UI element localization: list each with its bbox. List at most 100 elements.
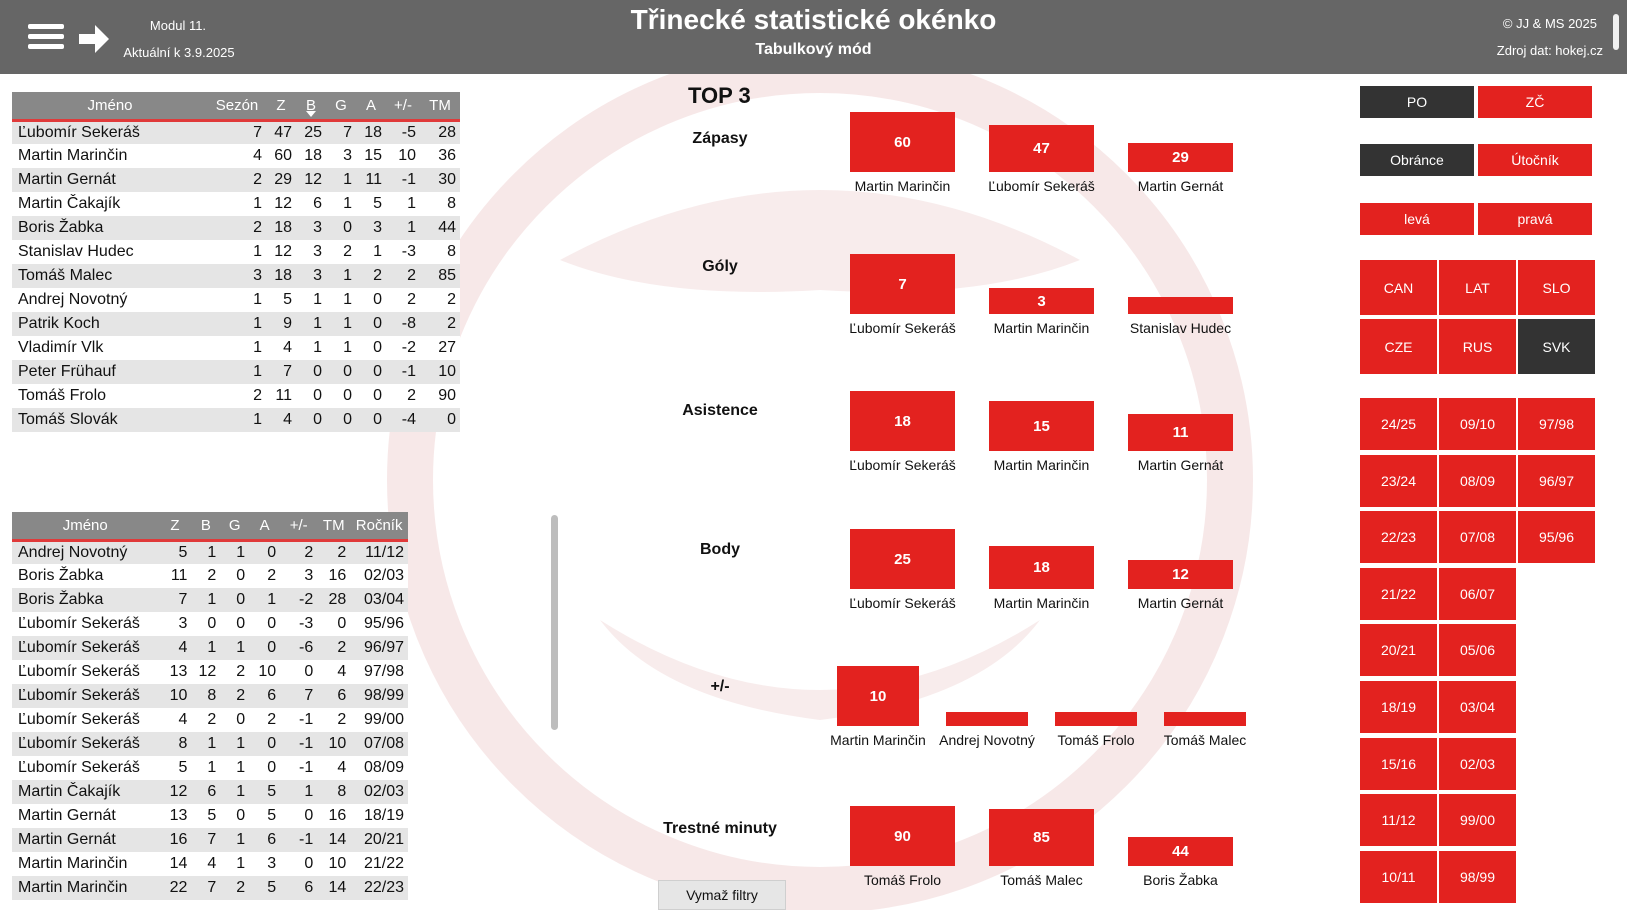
table-row[interactable]: Ľubomír Sekeráš 5 1 1 0 -1 4 08/09: [12, 756, 408, 780]
table-row[interactable]: Ľubomír Sekeráš 7 47 25 7 18 -5 28: [12, 120, 460, 144]
table-row[interactable]: Ľubomír Sekeráš 3 0 0 0 -3 0 95/96: [12, 612, 408, 636]
table-row[interactable]: Martin Čakajík 12 6 1 5 1 8 02/03: [12, 780, 408, 804]
filter-side-button[interactable]: levá: [1360, 203, 1474, 235]
filter-season-button[interactable]: 08/09: [1439, 454, 1516, 507]
table-row[interactable]: Martin Marinčin 22 7 2 5 6 14 22/23: [12, 876, 408, 900]
col-header-games[interactable]: Z: [158, 512, 192, 542]
filter-season-button[interactable]: 09/10: [1439, 398, 1516, 450]
table-row[interactable]: Boris Žabka 2 18 3 0 3 1 44: [12, 216, 460, 240]
filter-nation-button[interactable]: RUS: [1439, 319, 1516, 374]
filter-season-button[interactable]: 15/16: [1360, 737, 1437, 790]
top3-bar[interactable]: [946, 712, 1028, 726]
arrow-right-icon[interactable]: [77, 22, 111, 56]
filter-season-button[interactable]: 10/11: [1360, 850, 1437, 903]
table-row[interactable]: Tomáš Malec 3 18 3 1 2 2 85: [12, 264, 460, 288]
col-header-pim[interactable]: TM: [420, 92, 460, 122]
table-row[interactable]: Ľubomír Sekeráš 4 2 0 2 -1 2 99/00: [12, 708, 408, 732]
filter-season-button[interactable]: 06/07: [1439, 567, 1516, 620]
table-row[interactable]: Ľubomír Sekeráš 10 8 2 6 7 6 98/99: [12, 684, 408, 708]
season-table-scrollbar[interactable]: [551, 515, 558, 730]
col-header-assists[interactable]: A: [356, 92, 386, 122]
table-row[interactable]: Martin Marinčin 4 60 18 3 15 10 36: [12, 144, 460, 168]
filter-position-button[interactable]: Útočník: [1478, 144, 1592, 176]
table-row[interactable]: Stanislav Hudec 1 12 3 2 1 -3 8: [12, 240, 460, 264]
filter-season-button[interactable]: 22/23: [1360, 511, 1437, 564]
filter-league-button[interactable]: ZČ: [1478, 86, 1592, 118]
col-header-name[interactable]: Jméno: [12, 92, 208, 122]
col-header-assists[interactable]: A: [249, 512, 281, 542]
top3-bar[interactable]: 25: [850, 529, 955, 589]
filter-season-button[interactable]: 24/25: [1360, 398, 1437, 450]
top3-bar[interactable]: 29: [1128, 143, 1233, 172]
filter-season-button[interactable]: 21/22: [1360, 567, 1437, 620]
top3-bar[interactable]: [1128, 297, 1233, 314]
filter-side-button[interactable]: pravá: [1478, 203, 1592, 235]
top3-bar[interactable]: 10: [837, 666, 919, 726]
table-row[interactable]: Martin Gernát 2 29 12 1 11 -1 30: [12, 168, 460, 192]
filter-position-button[interactable]: Obránce: [1360, 144, 1474, 176]
filter-season-button[interactable]: 11/12: [1360, 794, 1437, 847]
top3-bar[interactable]: 3: [989, 288, 1094, 314]
filter-season-button[interactable]: 02/03: [1439, 737, 1516, 790]
top3-bar[interactable]: 7: [850, 254, 955, 314]
col-header-goals[interactable]: G: [326, 92, 356, 122]
col-header-season[interactable]: Ročník: [350, 512, 408, 542]
col-header-plusminus[interactable]: +/-: [386, 92, 420, 122]
table-row[interactable]: Andrej Novotný 5 1 1 0 2 2 11/12: [12, 540, 408, 564]
table-row[interactable]: Vladimír Vlk 1 4 1 1 0 -2 27: [12, 336, 460, 360]
table-row[interactable]: Martin Gernát 16 7 1 6 -1 14 20/21: [12, 828, 408, 852]
col-header-name[interactable]: Jméno: [12, 512, 159, 542]
filter-nation-button[interactable]: CAN: [1360, 260, 1437, 315]
table-row[interactable]: Martin Marinčin 14 4 1 3 0 10 21/22: [12, 852, 408, 876]
top3-bar[interactable]: 60: [850, 112, 955, 172]
filter-season-button[interactable]: 95/96: [1518, 511, 1595, 564]
table-row[interactable]: Ľubomír Sekeráš 13 12 2 10 0 4 97/98: [12, 660, 408, 684]
top3-bar[interactable]: 11: [1128, 414, 1233, 451]
clear-filters-button[interactable]: Vymaž filtry: [658, 880, 786, 910]
filter-season-button[interactable]: 07/08: [1439, 511, 1516, 564]
table-row[interactable]: Martin Gernát 13 5 0 5 0 16 18/19: [12, 804, 408, 828]
table-row[interactable]: Andrej Novotný 1 5 1 1 0 2 2: [12, 288, 460, 312]
col-header-plusminus[interactable]: +/-: [280, 512, 318, 542]
col-header-points[interactable]: B: [296, 92, 326, 122]
filter-season-button[interactable]: 18/19: [1360, 681, 1437, 733]
top3-bar[interactable]: [1055, 712, 1137, 726]
table-row[interactable]: Boris Žabka 11 2 0 2 3 16 02/03: [12, 564, 408, 588]
filter-nation-button[interactable]: SVK: [1518, 319, 1595, 374]
top3-bar[interactable]: 44: [1128, 837, 1233, 866]
table-row[interactable]: Martin Čakajík 1 12 6 1 5 1 8: [12, 192, 460, 216]
filter-nation-button[interactable]: LAT: [1439, 260, 1516, 315]
top3-bar[interactable]: 12: [1128, 560, 1233, 589]
top3-bar[interactable]: 85: [989, 809, 1094, 866]
table-row[interactable]: Ľubomír Sekeráš 4 1 1 0 -6 2 96/97: [12, 636, 408, 660]
top3-bar[interactable]: 18: [850, 391, 955, 451]
col-header-points[interactable]: B: [191, 512, 221, 542]
table-row[interactable]: Peter Frühauf 1 7 0 0 0 -1 10: [12, 360, 460, 384]
top3-bar[interactable]: 90: [850, 806, 955, 866]
hamburger-menu-icon[interactable]: [28, 22, 64, 52]
table-row[interactable]: Boris Žabka 7 1 0 1 -2 28 03/04: [12, 588, 408, 612]
col-header-pim[interactable]: TM: [317, 512, 351, 542]
table-row[interactable]: Patrik Koch 1 9 1 1 0 -8 2: [12, 312, 460, 336]
filter-season-button[interactable]: 97/98: [1518, 398, 1595, 450]
table-row[interactable]: Tomáš Slovák 1 4 0 0 0 -4 0: [12, 408, 460, 432]
col-header-games[interactable]: Z: [266, 92, 296, 122]
filter-season-button[interactable]: 23/24: [1360, 454, 1437, 507]
filter-season-button[interactable]: 05/06: [1439, 624, 1516, 677]
filter-league-button[interactable]: PO: [1360, 86, 1474, 118]
top3-bar[interactable]: 47: [989, 125, 1094, 172]
top3-bar[interactable]: [1164, 712, 1246, 726]
filter-season-button[interactable]: 03/04: [1439, 681, 1516, 733]
top3-bar[interactable]: 18: [989, 546, 1094, 589]
table-row[interactable]: Tomáš Frolo 2 11 0 0 0 2 90: [12, 384, 460, 408]
top3-bar[interactable]: 15: [989, 401, 1094, 451]
filter-nation-button[interactable]: CZE: [1360, 319, 1437, 374]
filter-season-button[interactable]: 98/99: [1439, 850, 1516, 903]
filter-season-button[interactable]: 99/00: [1439, 794, 1516, 847]
header-scrollbar[interactable]: [1613, 14, 1619, 50]
col-header-goals[interactable]: G: [220, 512, 250, 542]
col-header-seasons[interactable]: Sezón: [208, 92, 266, 122]
filter-season-button[interactable]: 96/97: [1518, 454, 1595, 507]
table-row[interactable]: Ľubomír Sekeráš 8 1 1 0 -1 10 07/08: [12, 732, 408, 756]
filter-nation-button[interactable]: SLO: [1518, 260, 1595, 315]
